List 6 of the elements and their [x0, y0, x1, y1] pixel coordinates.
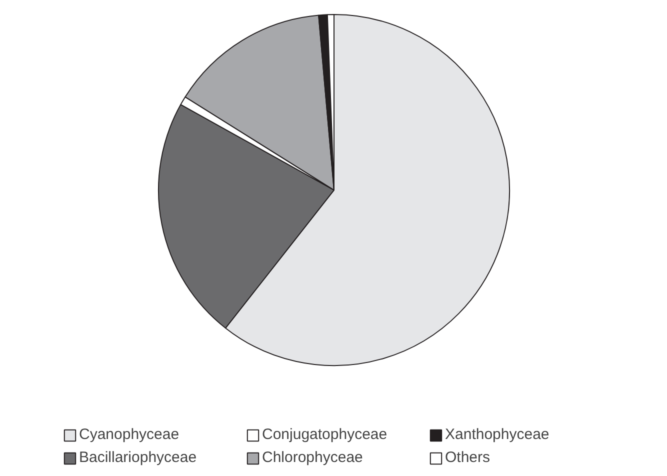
legend-label: Others — [445, 449, 492, 466]
legend-label: Conjugatophyceae — [262, 426, 388, 443]
legend-label: Cyanophyceae — [79, 426, 180, 443]
legend-label: Chlorophyceae — [262, 449, 364, 466]
legend-label: Bacillariophyceae — [79, 449, 198, 466]
legend-label: Xanthophyceae — [445, 426, 550, 443]
